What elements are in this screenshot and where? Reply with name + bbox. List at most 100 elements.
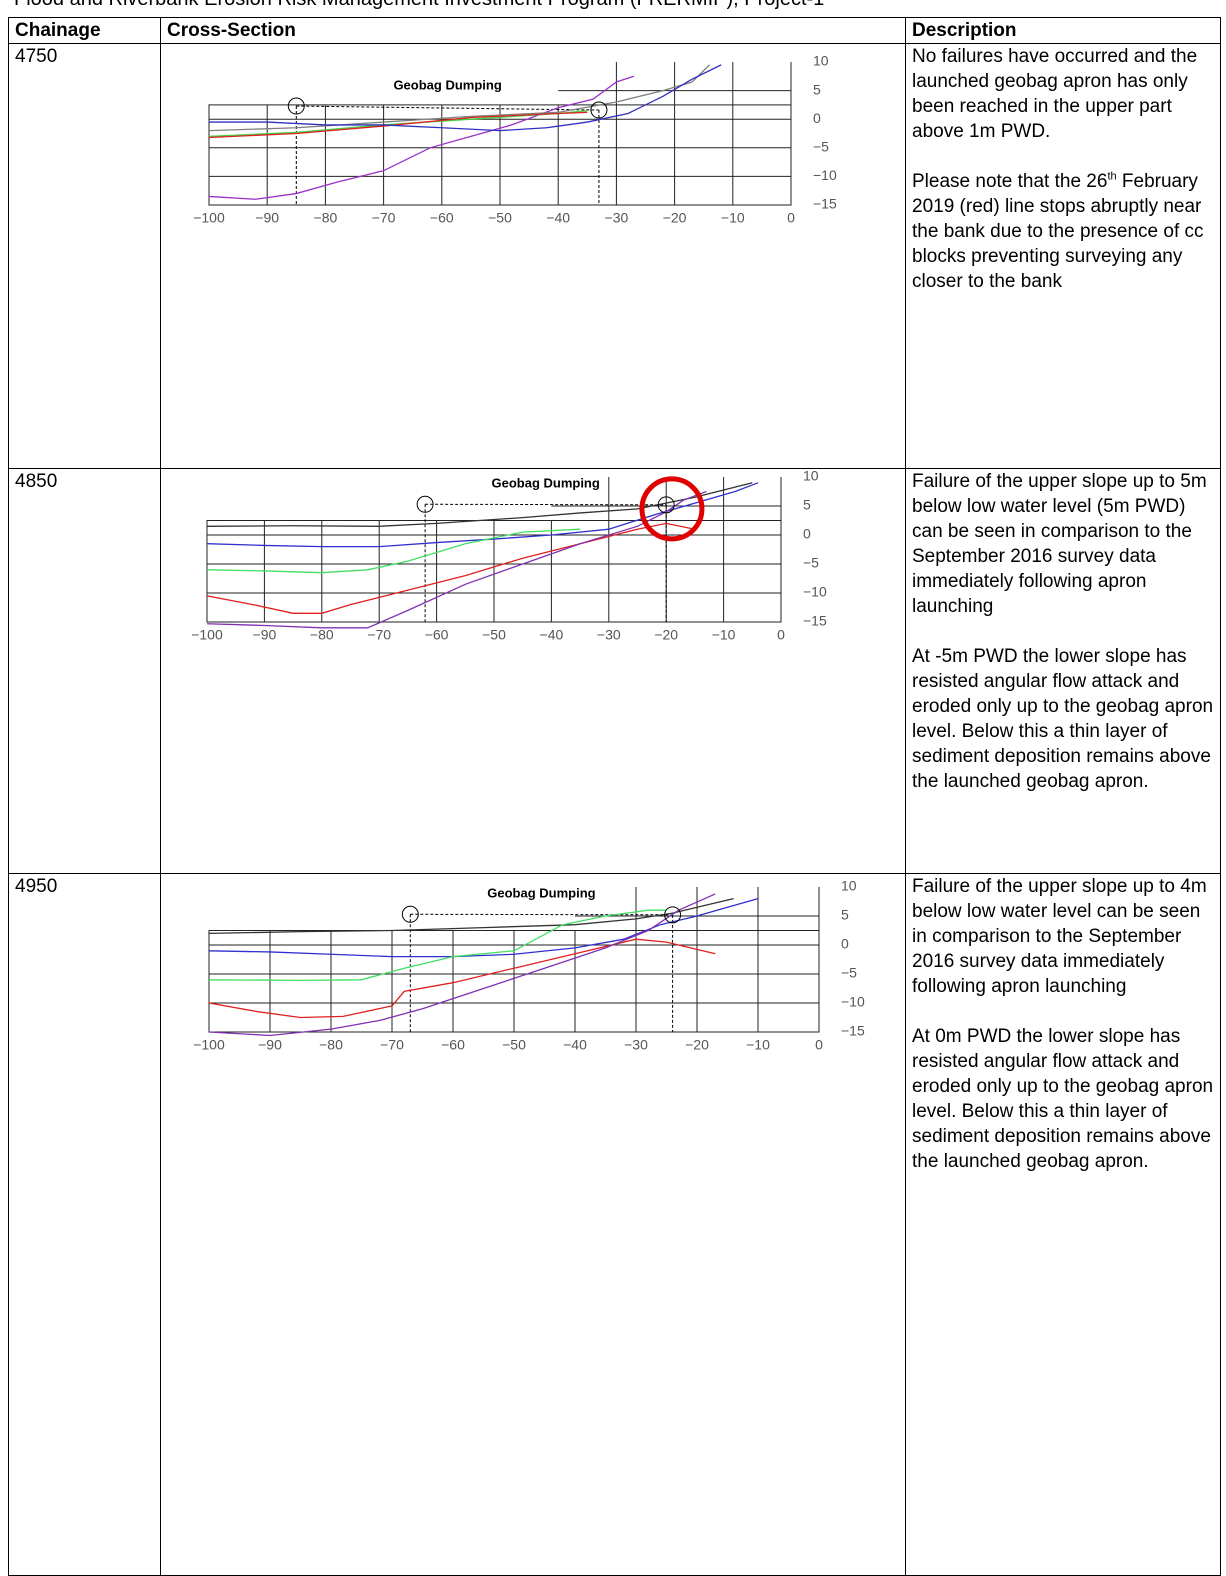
- x-tick-label: −30: [605, 210, 629, 226]
- x-tick-label: −70: [380, 1037, 404, 1053]
- survey-line: [208, 75, 635, 200]
- survey-line: [206, 528, 581, 574]
- geobag-marker: [401, 905, 419, 923]
- y-tick-label: −5: [841, 965, 857, 981]
- geobag-marker: [664, 906, 682, 924]
- x-tick-label: −90: [253, 627, 277, 643]
- chainage: 4950: [8, 873, 161, 1576]
- survey-line: [208, 938, 716, 1019]
- x-tick-label: −60: [425, 627, 449, 643]
- y-tick-label: −5: [813, 139, 829, 155]
- survey-line: [208, 897, 759, 958]
- cross-section: −100 −90 −80 −70 −60 −50 −40 −30 −20 −10 0 10 5 0 −5 −1…: [160, 468, 906, 874]
- y-tick-label: −10: [813, 167, 837, 183]
- y-tick-label: 5: [803, 497, 811, 513]
- x-tick-label: −100: [191, 627, 223, 643]
- y-tick-label: 0: [803, 526, 811, 542]
- y-tick-label: 0: [813, 110, 821, 126]
- annotation: Geobag Dumping: [487, 886, 595, 901]
- y-tick-label: 5: [841, 907, 849, 923]
- x-tick-label: −60: [430, 210, 454, 226]
- chainage: 4750: [8, 43, 161, 469]
- x-tick-label: −10: [721, 210, 745, 226]
- geobag-marker: [657, 496, 675, 514]
- grid-box: [206, 520, 782, 623]
- row: 4750 −100 −90 −80 −70 −60 −50 −40 −30 −20 −10 0 10 5…: [8, 43, 1221, 469]
- y-tick-label: 10: [803, 469, 819, 484]
- y-tick-label: 0: [841, 936, 849, 952]
- survey-line: [206, 490, 707, 629]
- survey-line: [208, 909, 667, 982]
- survey-line: [208, 64, 710, 132]
- column-header: Chainage: [8, 17, 161, 44]
- row: 4950 −100 −90 −80 −70 −60 −50 −40 −30 −20 −10 0 10 5…: [8, 873, 1221, 1576]
- x-tick-label: −100: [193, 1037, 225, 1053]
- chainage: 4850: [8, 468, 161, 874]
- y-tick-label: 5: [813, 81, 821, 97]
- y-tick-label: −15: [841, 1023, 865, 1039]
- x-tick-label: −30: [624, 1037, 648, 1053]
- x-tick-label: −70: [372, 210, 396, 226]
- y-tick-label: −5: [803, 555, 819, 571]
- paragraph: Failure of the upper slope up to 5m belo…: [912, 471, 1207, 617]
- header-title: Flood and Riverbank Erosion Risk Managem…: [14, 0, 824, 11]
- x-tick-label: −80: [319, 1037, 343, 1053]
- x-tick-label: −40: [546, 210, 570, 226]
- y-tick-label: 10: [841, 878, 857, 894]
- geobag-line: [296, 105, 599, 111]
- x-tick-label: −20: [654, 627, 678, 643]
- survey-line: [206, 522, 696, 614]
- cross-section: −100 −90 −80 −70 −60 −50 −40 −30 −20 −10 0 10 5 0 −5 −1…: [160, 43, 906, 469]
- highlight-circle: [639, 476, 705, 542]
- x-tick-label: −80: [314, 210, 338, 226]
- geobag-line: [425, 503, 667, 506]
- x-tick-label: −10: [746, 1037, 770, 1053]
- geobag-marker: [590, 101, 608, 119]
- x-tick-label: 0: [815, 1037, 823, 1053]
- y-tick-label: −10: [803, 584, 827, 600]
- chart: −100 −90 −80 −70 −60 −50 −40 −30 −20 −10 01050−5−1…: [191, 468, 827, 643]
- x-tick-label: −30: [597, 627, 621, 643]
- x-tick-label: 0: [787, 210, 795, 226]
- y-tick-label: −15: [803, 613, 827, 629]
- cross-section: −100 −90 −80 −70 −60 −50 −40 −30 −20 −10 0 10 5 0 −5 −1…: [160, 873, 906, 1576]
- paragraph: Please note that the 26th February 2019 …: [912, 169, 1214, 294]
- y-tick-label: −15: [813, 196, 837, 212]
- x-tick-label: 0: [777, 627, 785, 643]
- x-tick-label: −50: [502, 1037, 526, 1053]
- paragraph: At 0m PWD the lower slope has resisted a…: [912, 1026, 1214, 1172]
- row: 4850 −100 −90 −80 −70 −60 −50 −40 −30 −20 −10 0 10 5…: [8, 468, 1221, 874]
- text: Please note that the 26: [912, 171, 1108, 192]
- x-tick-label: −100: [193, 210, 225, 226]
- survey-line: [209, 64, 722, 132]
- annotation: Geobag Dumping: [491, 476, 599, 491]
- description: No failures have occurred and the launch…: [905, 43, 1221, 469]
- x-tick-label: −40: [540, 627, 564, 643]
- x-tick-label: −90: [258, 1037, 282, 1053]
- survey-line: [208, 111, 588, 139]
- superscript: th: [1107, 170, 1117, 183]
- y-tick-label: 10: [813, 53, 829, 69]
- geobag-marker: [287, 97, 305, 115]
- paragraph: No failures have occurred and the launch…: [912, 46, 1198, 142]
- grid-box: [208, 930, 820, 1033]
- chart: −100 −90 −80 −70 −60 −50 −40 −30 −20 −10 01050−5−1…: [193, 53, 837, 226]
- y-tick-label: −10: [841, 994, 865, 1010]
- x-tick-label: −50: [488, 210, 512, 226]
- table: Chainage Cross-Section Description 4750 …: [8, 17, 1221, 1576]
- chart: −100 −90 −80 −70 −60 −50 −40 −30 −20 −10 01050−5−1…: [193, 878, 865, 1053]
- x-tick-label: −20: [663, 210, 687, 226]
- paragraph: At -5m PWD the lower slope has resisted …: [912, 646, 1214, 792]
- x-tick-label: −20: [685, 1037, 709, 1053]
- x-tick-label: −70: [367, 627, 391, 643]
- paragraph: Failure of the upper slope up to 4m belo…: [912, 876, 1207, 997]
- survey-line: [208, 893, 716, 1037]
- annotation: Geobag Dumping: [393, 77, 501, 92]
- survey-line: [206, 482, 753, 527]
- text: February 2019 (red) line stops abruptly …: [912, 171, 1204, 292]
- description: Failure of the upper slope up to 4m belo…: [905, 873, 1221, 1576]
- grid-box: [208, 104, 792, 206]
- x-tick-label: −50: [482, 627, 506, 643]
- geobag-marker: [416, 495, 434, 513]
